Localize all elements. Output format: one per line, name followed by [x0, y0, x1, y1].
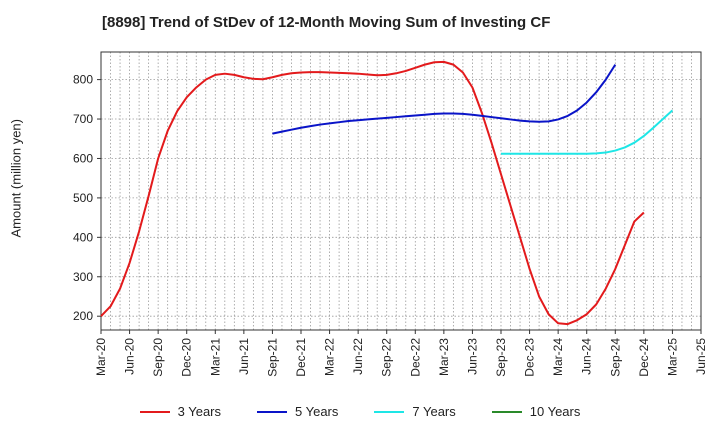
x-tick-label: Jun-25 [694, 338, 708, 375]
x-tick-label: Sep-21 [265, 338, 279, 377]
line-chart: 200 300 400 500 600 700 800 Mar-20 Jun-20 Sep-20… [73, 51, 708, 377]
y-tick-label: 500 [73, 191, 93, 205]
x-tick-label: Jun-23 [465, 338, 479, 375]
x-tick-label: Mar-20 [94, 338, 108, 376]
y-tick-label: 600 [73, 151, 93, 165]
y-axis-ticks: 200 300 400 500 600 700 800 [73, 73, 101, 323]
series-lines [100, 60, 674, 326]
plot-frame [100, 51, 702, 331]
legend-item-5-years: 5 Years [257, 404, 338, 419]
y-tick-label: 800 [73, 73, 93, 87]
legend-item-10-years: 10 Years [491, 404, 581, 419]
x-tick-label: Mar-25 [665, 338, 679, 376]
legend-item-7-years: 7 Years [374, 404, 456, 419]
x-tick-label: Dec-22 [408, 338, 422, 377]
x-tick-label: Dec-21 [294, 338, 308, 377]
series-line-7-years [501, 109, 674, 155]
legend-swatch-10-years [491, 410, 522, 413]
x-tick-label: Jun-21 [237, 338, 251, 375]
legend: 3 Years 5 Years 7 Years 10 Years [0, 404, 720, 419]
x-tick-label: Sep-20 [151, 338, 165, 377]
chart-title: [8898] Trend of StDev of 12-Month Moving… [102, 14, 551, 31]
x-tick-label: Sep-24 [608, 338, 622, 377]
legend-item-3-years: 3 Years [139, 404, 221, 419]
series-line-5-years [272, 64, 617, 135]
legend-swatch-5-years [257, 410, 287, 413]
y-tick-label: 400 [73, 230, 93, 244]
grid [101, 52, 701, 330]
x-tick-label: Dec-24 [637, 338, 651, 377]
x-axis-ticks: Mar-20 Jun-20 Sep-20 Dec-20 Mar-21 Jun-21 Sep-… [94, 330, 708, 377]
legend-label-7-years: 7 Years [412, 404, 456, 419]
x-tick-label: Mar-23 [437, 338, 451, 376]
y-tick-label: 200 [73, 309, 93, 323]
y-tick-label: 700 [73, 112, 93, 126]
plot-area-border [100, 51, 702, 331]
legend-swatch-7-years [374, 410, 405, 413]
x-tick-label: Mar-22 [323, 338, 337, 376]
legend-label-3-years: 3 Years [177, 404, 221, 419]
x-tick-label: Jun-20 [123, 338, 137, 375]
x-tick-label: Sep-22 [380, 338, 394, 377]
x-tick-label: Dec-23 [523, 338, 537, 377]
x-tick-label: Jun-24 [580, 338, 594, 375]
series-line-3-years [100, 60, 645, 326]
legend-label-10-years: 10 Years [529, 404, 581, 419]
legend-swatch-3-years [139, 410, 170, 413]
x-tick-label: Sep-23 [494, 338, 508, 377]
x-tick-label: Dec-20 [180, 338, 194, 377]
x-tick-label: Jun-22 [351, 338, 365, 375]
y-tick-label: 300 [73, 270, 93, 284]
x-tick-label: Mar-21 [208, 338, 222, 376]
x-tick-label: Mar-24 [551, 338, 565, 376]
legend-label-5-years: 5 Years [295, 404, 339, 419]
